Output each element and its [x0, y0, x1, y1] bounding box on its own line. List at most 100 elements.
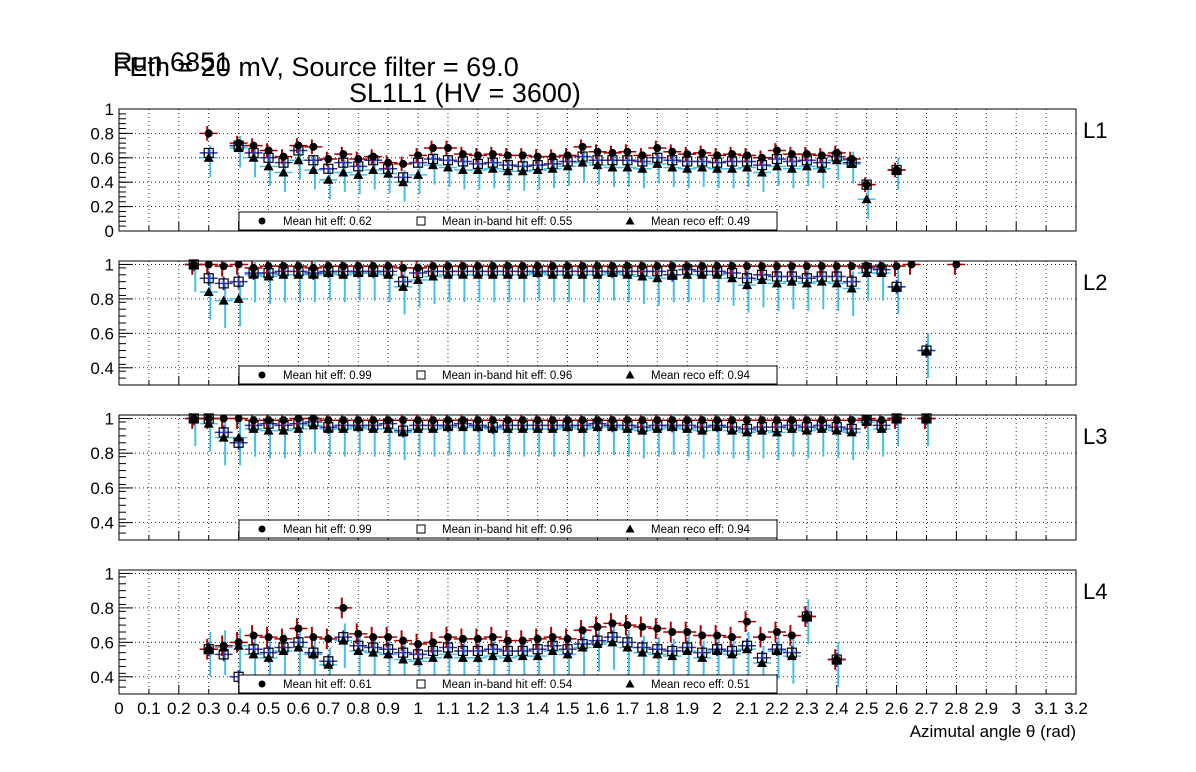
data-point-reco — [607, 637, 618, 647]
data-point-hit — [369, 633, 378, 642]
data-point-reco — [562, 161, 573, 171]
data-point-reco — [323, 174, 334, 184]
data-point-reco — [472, 269, 483, 279]
data-point-hit — [324, 155, 333, 164]
data-point-reco — [592, 160, 603, 170]
data-point-reco — [607, 268, 618, 278]
data-point-reco — [727, 273, 738, 283]
data-point-reco — [502, 423, 513, 433]
data-point-hit — [698, 148, 707, 157]
data-point-reco — [697, 162, 708, 172]
data-point-reco — [203, 644, 214, 654]
y-tick-label: 1 — [105, 255, 114, 274]
data-point-hit — [503, 636, 512, 645]
data-point-hit — [698, 631, 707, 640]
legend-box — [238, 365, 778, 385]
data-point-hit — [264, 633, 273, 642]
data-point-reco — [577, 423, 588, 433]
data-point-hit — [593, 147, 602, 156]
data-point-hit — [473, 151, 482, 160]
data-point-reco — [622, 423, 633, 433]
data-point-hit — [414, 416, 423, 425]
data-point-reco — [383, 269, 394, 279]
data-point-reco — [203, 152, 214, 162]
data-point-hit — [877, 416, 886, 425]
legend-box — [238, 674, 778, 694]
y-tick-label: 0.6 — [90, 324, 114, 343]
data-point-reco — [398, 177, 409, 187]
data-point-hit — [309, 142, 318, 151]
data-point-hit — [249, 141, 258, 150]
data-point-reco — [532, 165, 543, 174]
data-point-hit — [653, 144, 662, 153]
data-point-reco — [383, 168, 394, 178]
data-point-hit — [787, 631, 796, 640]
data-point-reco — [278, 425, 289, 435]
data-point-hit — [743, 617, 752, 626]
data-point-reco — [248, 423, 259, 433]
data-point-hit — [892, 262, 901, 271]
y-tick-label: 1 — [105, 409, 114, 428]
data-point-reco — [742, 644, 753, 654]
data-point-reco — [472, 422, 483, 432]
data-point-reco — [637, 163, 648, 173]
data-point-hit — [339, 416, 348, 425]
data-point-hit — [533, 152, 542, 161]
data-point-reco — [742, 162, 753, 172]
data-point-reco — [502, 652, 513, 662]
data-point-hit — [488, 150, 497, 159]
data-point-reco — [442, 269, 453, 279]
data-point-hit — [608, 148, 617, 157]
legend-marker-hit — [258, 680, 266, 688]
legend-box — [238, 211, 778, 231]
data-point-reco — [547, 163, 558, 173]
data-point-hit — [862, 262, 871, 271]
data-point-reco — [801, 278, 812, 288]
data-point-hit — [847, 262, 856, 271]
data-point-reco — [278, 167, 289, 177]
x-tick-label: 3.2 — [1064, 699, 1088, 718]
data-point-reco — [308, 165, 319, 174]
x-tick-label: 0.3 — [197, 699, 221, 718]
data-point-reco — [622, 269, 633, 279]
data-point-hit — [757, 153, 766, 162]
data-point-hit — [623, 262, 632, 271]
data-point-inband — [233, 276, 244, 287]
data-point-reco — [233, 293, 244, 303]
data-point-hit — [384, 262, 393, 271]
data-point-hit — [638, 262, 647, 271]
data-point-hit — [219, 414, 228, 423]
data-point-hit — [503, 151, 512, 160]
data-point-hit — [847, 416, 856, 425]
data-point-reco — [278, 645, 289, 655]
data-point-hit — [279, 152, 288, 161]
y-tick-label: 1 — [105, 564, 114, 583]
data-point-hit — [458, 416, 467, 425]
data-point-hit — [952, 260, 961, 269]
data-point-hit — [324, 634, 333, 643]
legend-entry: Mean in-band hit eff: 0.55 — [442, 216, 572, 228]
data-point-reco — [248, 649, 259, 659]
data-point-reco — [532, 423, 543, 433]
data-point-hit — [279, 262, 288, 271]
data-point-reco — [727, 425, 738, 435]
legend-marker-reco — [625, 524, 635, 533]
data-point-inband — [278, 157, 289, 168]
data-point-reco — [413, 274, 424, 284]
data-point-reco — [323, 423, 334, 433]
data-point-reco — [607, 162, 618, 172]
data-point-hit — [907, 260, 916, 269]
data-point-reco — [368, 165, 379, 174]
data-point-hit — [249, 263, 258, 272]
data-point-reco — [293, 269, 304, 279]
data-point-hit — [429, 144, 438, 153]
y-tick-label: 0.6 — [90, 633, 114, 652]
data-point-reco — [622, 162, 633, 172]
data-point-hit — [399, 159, 408, 168]
data-point-reco — [742, 280, 753, 290]
legend-marker-reco — [625, 370, 635, 379]
data-point-hit — [234, 260, 243, 269]
legend-box — [238, 519, 778, 539]
data-point-hit — [249, 416, 258, 425]
data-point-hit — [802, 150, 811, 159]
